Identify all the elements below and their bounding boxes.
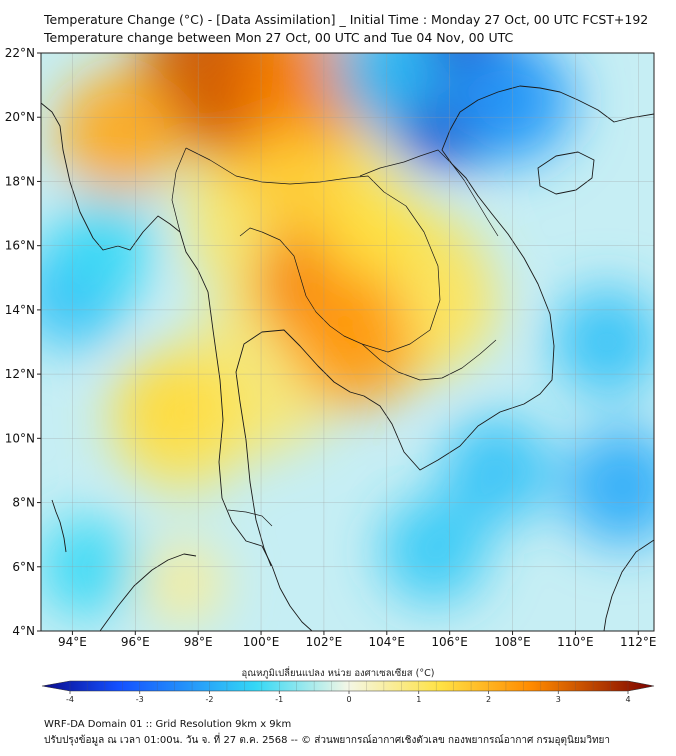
title-line-2: Temperature change between Mon 27 Oct, 0… <box>44 30 514 45</box>
x-tick-label: 110°E <box>557 635 594 649</box>
colorbar-bar <box>41 680 655 692</box>
coastline-borneo <box>603 539 654 631</box>
plot-frame <box>40 52 655 632</box>
field-region-5 <box>290 277 421 407</box>
x-axis-ticks: 94°E 96°E 98°E 100°E 102°E 104°E 106°E 108°E 110… <box>58 631 657 649</box>
field-region-3 <box>57 71 182 196</box>
chart-title: Temperature Change (°C) - [Data Assimila… <box>44 11 648 47</box>
coastlines <box>41 85 654 631</box>
colorbar-tick-label: 4 <box>625 695 630 704</box>
field-region-14 <box>380 497 488 605</box>
grid-lines <box>41 52 654 632</box>
colorbar-tick-label: 3 <box>556 695 561 704</box>
x-tick-label: 96°E <box>121 635 150 649</box>
coastline-hainan <box>537 151 595 195</box>
border-laos-vietnam <box>359 149 499 237</box>
colorbar-tick-label: -2 <box>206 695 214 704</box>
y-tick-label: 14°N <box>5 303 35 317</box>
field-region-11 <box>551 287 654 397</box>
colorbar: -4 -3 -2 -1 0 1 2 3 4 <box>41 680 655 704</box>
field-region-17 <box>320 178 422 281</box>
y-tick-label: 4°N <box>12 624 35 638</box>
colorbar-tick-label: 2 <box>486 695 491 704</box>
coastline-sumatra <box>99 553 197 631</box>
coastline-indochina <box>41 102 313 631</box>
coastline-gulf-of-thailand <box>235 85 654 567</box>
title-line-1: Temperature Change (°C) - [Data Assimila… <box>44 12 649 27</box>
x-tick-label: 112°E <box>620 635 657 649</box>
x-tick-label: 100°E <box>243 635 280 649</box>
x-tick-label: 106°E <box>431 635 468 649</box>
x-tick-label: 94°E <box>58 635 87 649</box>
y-axis-ticks: 4°N 6°N 8°N 10°N 12°N 14°N 16°N 18°N 20°N 22°N <box>5 46 41 638</box>
x-tick-label: 102°E <box>306 635 343 649</box>
border-malaysia <box>227 509 273 527</box>
border-cambodia <box>361 339 497 381</box>
colorbar-label: อุณหภูมิเปลี่ยนแปลง หน่วย องศาเซลเซียส (… <box>241 668 435 679</box>
y-tick-label: 16°N <box>5 239 35 253</box>
temperature-field <box>41 53 654 626</box>
field-region-16 <box>114 354 219 459</box>
y-tick-label: 22°N <box>5 46 35 60</box>
colorbar-tick-label: -1 <box>275 695 283 704</box>
field-region-19 <box>140 540 225 626</box>
x-tick-label: 108°E <box>494 635 531 649</box>
y-tick-label: 10°N <box>5 431 35 445</box>
y-tick-label: 18°N <box>5 174 35 188</box>
footer-line-2: ปรับปรุงข้อมูล ณ เวลา 01:00น. วัน จ. ที่… <box>44 735 611 746</box>
coastline-andaman <box>51 499 67 553</box>
border-myanmar <box>171 147 187 233</box>
footer-line-1: WRF-DA Domain 01 :: Grid Resolution 9km … <box>44 719 292 730</box>
colorbar-tick-label: -3 <box>136 695 144 704</box>
y-tick-label: 6°N <box>12 560 35 574</box>
footer: WRF-DA Domain 01 :: Grid Resolution 9km … <box>44 717 610 749</box>
colorbar-tick-label: 1 <box>416 695 421 704</box>
y-tick-label: 20°N <box>5 110 35 124</box>
x-tick-label: 98°E <box>184 635 213 649</box>
colorbar-tick-label: 0 <box>346 695 351 704</box>
plot-area <box>41 53 654 631</box>
colorbar-ticks: -4 -3 -2 -1 0 1 2 3 4 <box>66 681 631 704</box>
field-region-12 <box>563 427 654 546</box>
field-region-13 <box>441 415 552 526</box>
border-thailand <box>185 147 441 353</box>
x-tick-label: 104°E <box>369 635 406 649</box>
y-tick-label: 8°N <box>12 496 35 510</box>
colorbar-tick-label: -4 <box>66 695 74 704</box>
y-tick-label: 12°N <box>5 367 35 381</box>
